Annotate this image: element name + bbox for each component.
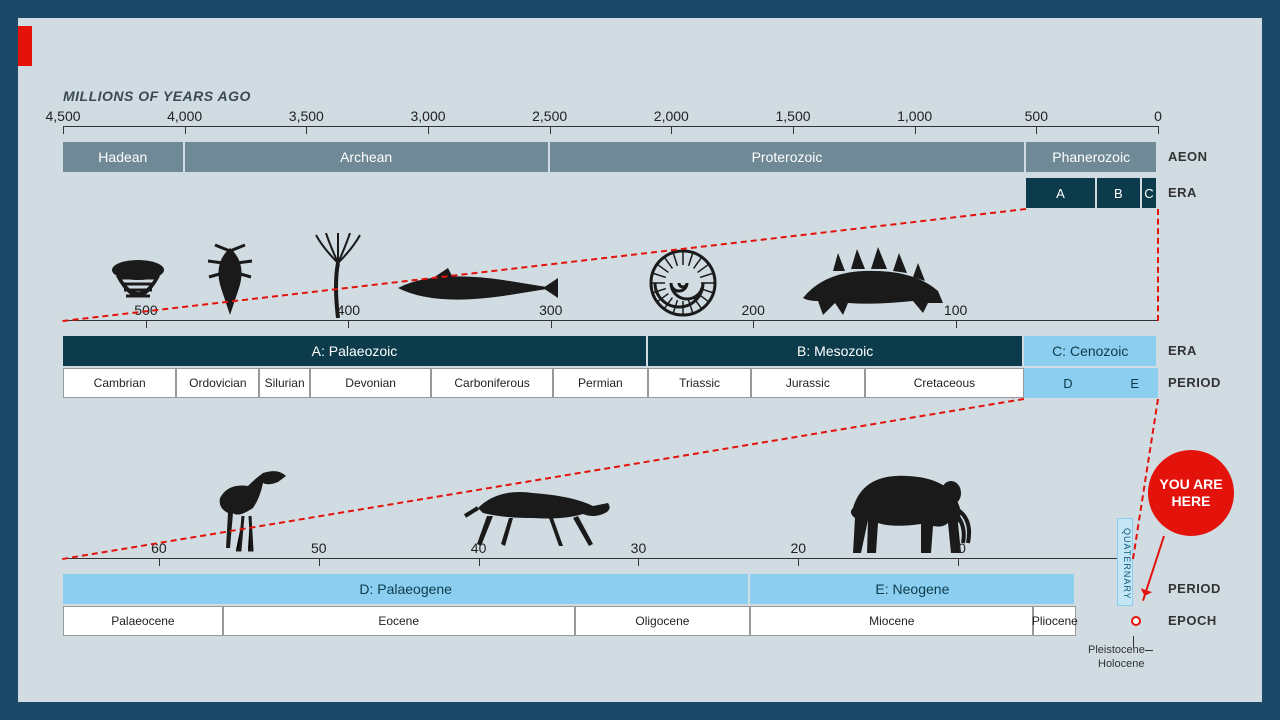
label-era-1: ERA bbox=[1168, 185, 1197, 200]
period2-Permian: Permian bbox=[553, 368, 648, 398]
aeon-proterozoic: Proterozoic bbox=[550, 142, 1025, 172]
epoch-Palaeocene: Palaeocene bbox=[63, 606, 223, 636]
quaternary-label: QUATERNARY bbox=[1117, 518, 1133, 606]
era1-C: C bbox=[1142, 178, 1156, 208]
period3-E: Neogene: E: Neogene bbox=[750, 574, 1074, 604]
period2-D: D bbox=[1024, 368, 1111, 398]
period2-E: E bbox=[1111, 368, 1158, 398]
red-marker bbox=[18, 26, 32, 66]
era1-B: B bbox=[1097, 178, 1140, 208]
period2-Triassic: Triassic bbox=[648, 368, 751, 398]
period2-Devonian: Devonian bbox=[310, 368, 431, 398]
period2-Cambrian: Cambrian bbox=[63, 368, 176, 398]
label-period-3: PERIOD bbox=[1168, 581, 1221, 596]
aeon-archean: Archean bbox=[185, 142, 548, 172]
period2-Cretaceous: Cretaceous bbox=[865, 368, 1025, 398]
label-pleistocene: Pleistocene bbox=[1088, 644, 1145, 656]
aeon-hadean: Hadean bbox=[63, 142, 183, 172]
era2-A: Palaeozoic: A: Palaeozoic bbox=[63, 336, 646, 366]
label-era-2: ERA bbox=[1168, 343, 1197, 358]
epoch-Oligocene: Oligocene bbox=[575, 606, 751, 636]
epoch-Miocene: Miocene bbox=[750, 606, 1033, 636]
aeon-phanerozoic: Phanerozoic bbox=[1026, 142, 1156, 172]
ammonite-icon bbox=[643, 248, 723, 318]
present-marker bbox=[1131, 616, 1141, 626]
eurypterid-icon bbox=[203, 243, 258, 318]
period2-Jurassic: Jurassic bbox=[751, 368, 864, 398]
period2-Silurian: Silurian bbox=[259, 368, 310, 398]
you-are-here-badge: YOU AREHERE bbox=[1148, 450, 1234, 536]
timeline-canvas: MILLIONS OF YEARS AGO 4,5004,0003,5003,0… bbox=[63, 88, 1223, 668]
label-epoch: EPOCH bbox=[1168, 613, 1217, 628]
panel: MILLIONS OF YEARS AGO 4,5004,0003,5003,0… bbox=[18, 18, 1262, 702]
label-aeon: AEON bbox=[1168, 149, 1208, 164]
period2-Ordovician: Ordovician bbox=[176, 368, 259, 398]
era2-C: Cenozoic: C: Cenozoic bbox=[1024, 336, 1156, 366]
terror-bird-icon bbox=[208, 458, 293, 553]
chart-title: MILLIONS OF YEARS AGO bbox=[63, 88, 251, 104]
epoch-Eocene: Eocene bbox=[223, 606, 575, 636]
label-period-2: PERIOD bbox=[1168, 375, 1221, 390]
era1-A: A bbox=[1026, 178, 1094, 208]
period2-Carboniferous: Carboniferous bbox=[431, 368, 552, 398]
label-holocene: Holocene bbox=[1098, 658, 1144, 670]
period3-D: Palaeogene: D: Palaeogene bbox=[63, 574, 748, 604]
era2-B: Mesozoic: B: Mesozoic bbox=[648, 336, 1022, 366]
stegosaurus-icon bbox=[793, 243, 953, 318]
epoch-Pliocene: Pliocene bbox=[1033, 606, 1076, 636]
